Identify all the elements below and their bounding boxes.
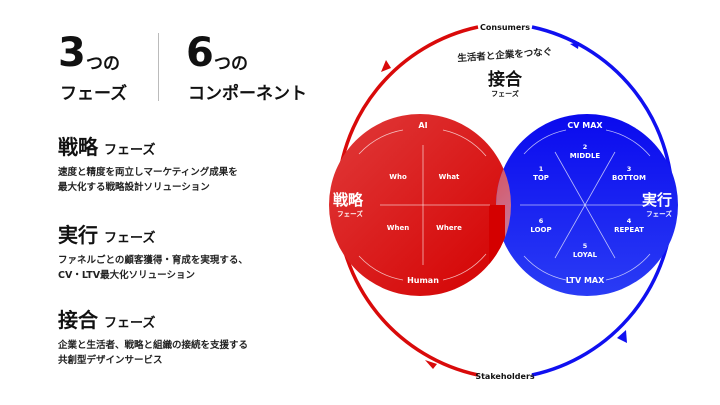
component-count-number: 6 (186, 30, 214, 76)
arrow-icon (617, 330, 627, 343)
execution-sub: フェーズ (646, 209, 672, 218)
step-bottom: BOTTOM (612, 174, 646, 182)
phase-execution: 実行 フェーズ ファネルごとの顧客獲得・育成を実現する、 CV・LTV最大化ソリュー… (58, 225, 248, 283)
phase-title: 実行 (58, 223, 98, 247)
phase-count-number: 3 (58, 30, 86, 76)
strategy-top-label: AI (418, 121, 427, 130)
svg-text:3: 3 (627, 165, 632, 173)
component-count-suffix: つの (214, 54, 248, 74)
quadrant-when: When (387, 224, 409, 232)
join-caption: 生活者と企業をつなぐ (457, 46, 553, 65)
step-loyal: LOYAL (573, 251, 598, 259)
svg-text:2: 2 (583, 143, 588, 151)
phase-count-suffix: つの (86, 54, 120, 74)
phase-strategy: 戦略 フェーズ 速度と精度を両立しマーケティング成果を 最大化する戦略設計ソリューシ… (58, 137, 238, 195)
phase-sub: フェーズ (104, 316, 156, 331)
quadrant-what: What (439, 173, 460, 181)
phase-sub: フェーズ (104, 143, 156, 158)
strategy-title: 戦略 (333, 191, 364, 209)
strategy-bottom-label: Human (407, 276, 439, 285)
step-loop: LOOP (530, 226, 551, 234)
phase-title: 戦略 (58, 135, 98, 159)
svg-text:4: 4 (627, 217, 632, 225)
stakeholders-label: Stakeholders (475, 372, 535, 381)
svg-text:1: 1 (539, 165, 544, 173)
arrow-icon (381, 60, 391, 72)
execution-title: 実行 (642, 191, 672, 209)
svg-text:5: 5 (583, 242, 588, 250)
arrow-icon (570, 42, 579, 49)
phase-desc: 速度と精度を両立しマーケティング成果を 最大化する戦略設計ソリューション (58, 167, 238, 193)
step-top: TOP (533, 174, 549, 182)
phase-sub: フェーズ (104, 231, 156, 246)
join-title: 接合 (488, 69, 523, 90)
arrow-icon (425, 360, 437, 369)
execution-bottom-label: LTV MAX (566, 276, 605, 285)
quadrant-where: Where (436, 224, 462, 232)
svg-text:6: 6 (539, 217, 544, 225)
strategy-sub: フェーズ (337, 209, 363, 218)
phase-desc: ファネルごとの顧客獲得・育成を実現する、 CV・LTV最大化ソリューション (58, 255, 248, 281)
phase-join: 接合 フェーズ 企業と生活者、戦略と組織の接続を支援する 共創型デザインサービス (58, 310, 248, 368)
consumers-label: Consumers (480, 23, 530, 32)
divider (158, 33, 159, 101)
phase-count-label: フェーズ (60, 84, 128, 104)
step-middle: MIDDLE (570, 152, 601, 160)
step-repeat: REPEAT (614, 226, 644, 234)
execution-top-label: CV MAX (567, 121, 603, 130)
phase-title: 接合 (58, 308, 98, 332)
phase-desc: 企業と生活者、戦略と組織の接続を支援する 共創型デザインサービス (58, 340, 249, 366)
quadrant-who: Who (389, 173, 407, 181)
join-sub: フェーズ (491, 89, 519, 98)
component-count-label: コンポーネント (188, 84, 307, 104)
